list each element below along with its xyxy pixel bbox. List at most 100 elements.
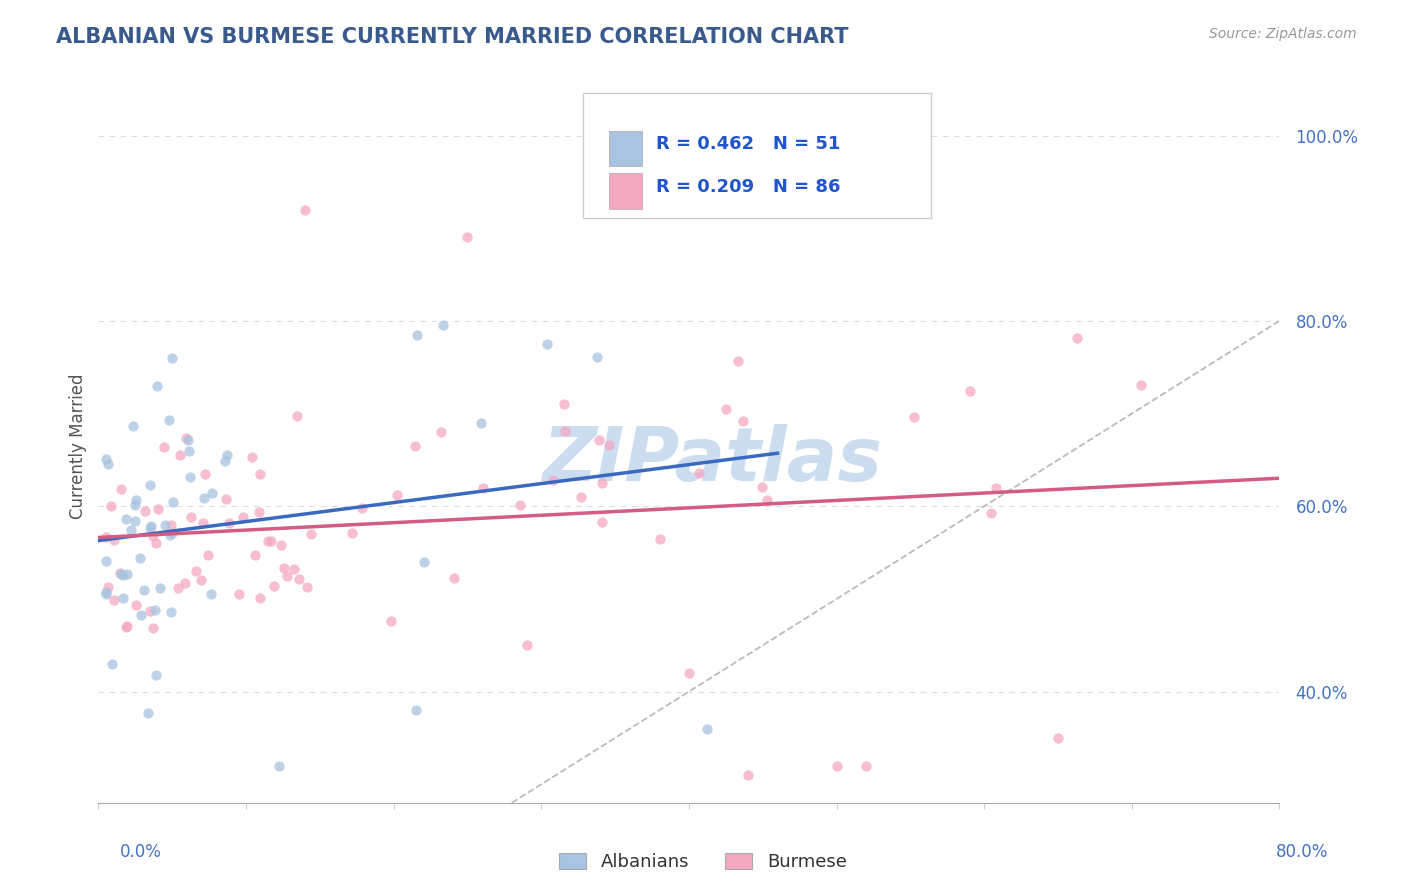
Point [727,354,749,368]
Point [855,758,877,772]
Point [432,318,454,332]
Point [153,518,176,533]
Point [162,526,184,541]
Point [405,703,427,717]
Point [159,605,181,619]
Point [385,488,408,502]
Point [1130,378,1153,392]
Point [111,591,134,605]
Point [122,418,145,433]
Point [678,666,700,681]
Point [472,481,495,495]
Point [145,668,167,682]
Point [124,515,146,529]
Point [194,467,217,481]
Point [200,587,222,601]
Point [903,410,925,425]
Point [541,473,564,487]
Point [111,567,134,582]
Point [97,581,120,595]
Point [124,598,146,612]
Point [591,476,613,491]
Point [553,397,575,411]
Point [755,493,778,508]
Point [162,351,183,365]
Point [124,498,146,512]
Point [169,448,191,462]
Point [145,536,167,550]
Point [299,526,322,541]
Point [201,486,224,500]
Point [108,566,131,581]
Point [267,758,290,772]
Point [688,466,710,480]
Point [350,501,373,516]
Point [283,562,305,576]
Point [470,416,492,430]
Y-axis label: Currently Married: Currently Married [69,373,87,519]
Point [249,467,271,482]
Point [980,506,1002,520]
Point [586,350,609,364]
Point [94,530,117,544]
Point [228,587,250,601]
Point [591,515,613,529]
Point [554,425,576,439]
Point [215,449,238,463]
Point [94,451,117,466]
Point [193,491,215,506]
Point [288,572,311,586]
Bar [609,130,641,166]
Text: 0.0%: 0.0% [120,843,162,861]
Point [138,706,160,720]
Point [243,548,266,562]
Text: ALBANIAN VS BURMESE CURRENTLY MARRIED CORRELATION CHART: ALBANIAN VS BURMESE CURRENTLY MARRIED CO… [56,27,849,46]
Point [120,523,142,537]
Point [110,566,132,581]
Point [125,493,148,508]
Point [115,619,138,633]
Point [648,533,671,547]
Point [149,581,172,595]
Point [177,444,200,458]
Point [197,549,219,563]
Point [260,533,283,548]
Point [247,505,270,519]
Point [294,202,316,217]
Point [139,604,162,618]
Point [100,500,122,514]
Point [97,458,120,472]
Point [1046,731,1070,745]
Point [152,440,174,454]
Point [129,607,152,622]
Point [179,470,201,484]
Point [180,509,202,524]
Point [509,499,531,513]
Point [184,564,207,578]
Point [731,413,754,427]
Point [716,402,738,417]
Point [146,378,169,392]
Point [94,554,117,568]
Point [103,593,125,607]
Text: 80.0%: 80.0% [1277,843,1329,861]
Point [139,478,162,492]
Point [142,621,165,635]
Point [143,603,166,617]
Text: R = 0.209   N = 86: R = 0.209 N = 86 [655,178,841,196]
Point [139,521,162,535]
Point [276,569,298,583]
Point [536,336,558,351]
Point [115,566,138,581]
Point [270,538,292,552]
Point [214,454,236,468]
Point [404,439,426,453]
Point [430,425,453,439]
Point [134,503,156,517]
Point [218,516,240,530]
Point [232,509,254,524]
Point [959,384,981,399]
Point [240,450,263,464]
Point [100,657,122,671]
Point [215,492,238,507]
